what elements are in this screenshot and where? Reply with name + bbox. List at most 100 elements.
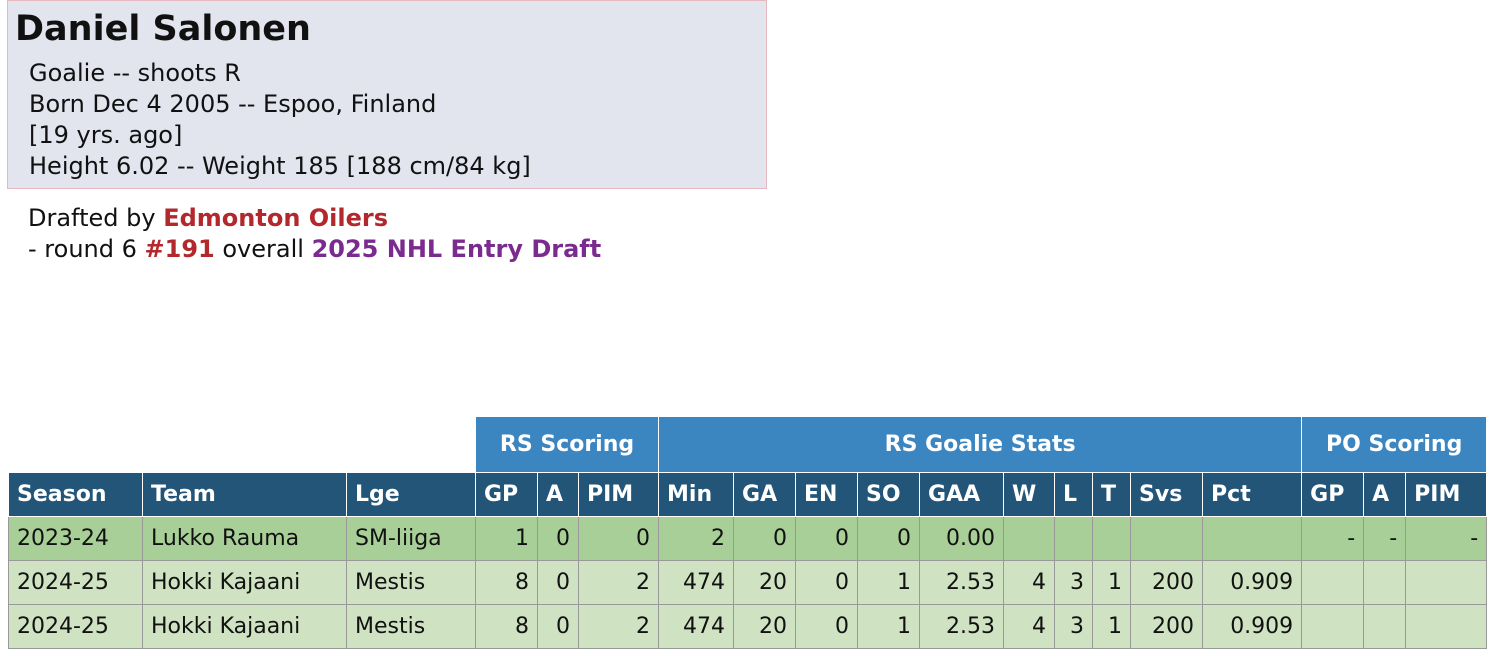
stats-cell: 2024-25	[8, 560, 143, 605]
stats-cell: 2023-24	[8, 516, 143, 561]
column-header: GP	[475, 472, 538, 517]
stats-cell: 0	[795, 560, 859, 605]
birth: Born Dec 4 2005 -- Espoo, Finland	[29, 90, 437, 118]
stats-cell: 2	[577, 604, 660, 649]
stats-cell: 200	[1130, 560, 1204, 605]
column-header-row: Season Team Lge GP A PIM Min GA EN SO GAA W L T Svs Pct…	[8, 472, 1488, 517]
group-header: RS Goalie Stats	[658, 416, 1303, 473]
draft-prefix: Drafted by	[28, 204, 156, 232]
column-header: L	[1054, 472, 1094, 517]
stats-cell	[1405, 560, 1488, 605]
column-header: T	[1092, 472, 1132, 517]
stats-cell: 3	[1054, 604, 1094, 649]
column-header: GA	[733, 472, 797, 517]
stats-cell: 474	[658, 604, 735, 649]
draft-event[interactable]: 2025 NHL Entry Draft	[311, 235, 602, 263]
draft-pick: #191	[144, 235, 215, 263]
player-info: Daniel Salonen Goalie -- shoots R Born D…	[7, 0, 767, 189]
size: Height 6.02 -- Weight 185 [188 cm/84 kg]	[29, 152, 531, 180]
stats-cell: 1	[475, 516, 538, 561]
stats-cell: 2.53	[919, 604, 1005, 649]
column-header: Pct	[1202, 472, 1303, 517]
stats-cell: 0	[795, 604, 859, 649]
stats-cell: 0	[577, 516, 660, 561]
column-header: Season	[8, 472, 143, 517]
column-header: EN	[795, 472, 859, 517]
stats-cell	[1054, 516, 1094, 561]
column-header: Lge	[346, 472, 476, 517]
column-header: Min	[658, 472, 735, 517]
stats-cell: 1	[857, 560, 921, 605]
stats-cell	[1003, 516, 1056, 561]
stats-cell: -	[1301, 516, 1365, 561]
column-header: GP	[1301, 472, 1365, 517]
stats-cell: 20	[733, 560, 797, 605]
stats-row: 2023-24 Lukko Rauma SM-liiga 1 0 0 2 0 0 0 0.00- - -	[8, 516, 1488, 561]
stats-cell: 8	[475, 560, 538, 605]
stats-cell[interactable]: Hokki Kajaani	[142, 560, 347, 605]
stats-cell[interactable]: Mestis	[346, 560, 476, 605]
age: [19 yrs. ago]	[29, 121, 183, 149]
stats-cell[interactable]: SM-liiga	[346, 516, 476, 561]
stats-cell: 0.909	[1202, 560, 1303, 605]
stats-cell: -	[1405, 516, 1488, 561]
column-header: PIM	[577, 472, 660, 517]
stats-cell: 2.53	[919, 560, 1005, 605]
column-header: PIM	[1405, 472, 1488, 517]
stats-cell: 20	[733, 604, 797, 649]
column-header: A	[537, 472, 579, 517]
stats-cell: 0	[537, 560, 579, 605]
stats-cell	[1405, 604, 1488, 649]
stats-cell	[1092, 516, 1132, 561]
stats-cell: -	[1363, 516, 1407, 561]
stats-cell	[1363, 604, 1407, 649]
stats-cell[interactable]: Hokki Kajaani	[142, 604, 347, 649]
stats-cell: 1	[1092, 604, 1132, 649]
stats-row: 2024-25 Hokki Kajaani Mestis 8 0 2 474 20 0 1 2.53…	[8, 560, 1488, 605]
column-header: Team	[142, 472, 347, 517]
stats-cell[interactable]: Mestis	[346, 604, 476, 649]
stats-cell: 0	[795, 516, 859, 561]
stats-table: RS Scoring RS Goalie Stats PO Scoring Seaso…	[8, 416, 1488, 649]
stats-cell: 200	[1130, 604, 1204, 649]
column-header: GAA	[919, 472, 1005, 517]
stats-cell: 3	[1054, 560, 1094, 605]
stats-cell: 2	[577, 560, 660, 605]
stats-cell: 1	[1092, 560, 1132, 605]
stats-cell: 1	[857, 604, 921, 649]
stats-cell	[1301, 604, 1365, 649]
stats-cell: 0	[537, 516, 579, 561]
stats-cell: 4	[1003, 604, 1056, 649]
stats-cell: 8	[475, 604, 538, 649]
player-name: Daniel Salonen	[15, 9, 311, 49]
column-header: A	[1363, 472, 1407, 517]
stats-cell	[1130, 516, 1204, 561]
stats-cell: 0	[857, 516, 921, 561]
draft-team[interactable]: Edmonton Oilers	[163, 204, 389, 232]
group-header: RS Scoring	[474, 416, 660, 473]
position: Goalie -- shoots R	[29, 59, 241, 87]
column-header: W	[1003, 472, 1056, 517]
stats-cell: 474	[658, 560, 735, 605]
stats-row: 2024-25 Hokki Kajaani Mestis 8 0 2 474 20 0 1 2.53…	[8, 604, 1488, 649]
draft-info: Drafted by Edmonton Oilers - round 6 #19…	[28, 203, 601, 265]
stats-cell: 2024-25	[8, 604, 143, 649]
stats-cell: 2	[658, 516, 735, 561]
stats-cell: 0.909	[1202, 604, 1303, 649]
player-details: Goalie -- shoots R Born Dec 4 2005 -- Es…	[29, 58, 531, 182]
stats-cell	[1363, 560, 1407, 605]
stats-cell[interactable]: Lukko Rauma	[142, 516, 347, 561]
stats-cell	[1301, 560, 1365, 605]
stats-cell: 0.00	[919, 516, 1005, 561]
draft-round: - round 6	[28, 235, 137, 263]
stats-cell: 0	[537, 604, 579, 649]
column-header: Svs	[1130, 472, 1204, 517]
stats-cell: 4	[1003, 560, 1056, 605]
draft-overall: overall	[222, 235, 304, 263]
group-header-row: RS Scoring RS Goalie Stats PO Scoring	[9, 416, 1488, 473]
column-header: SO	[857, 472, 921, 517]
stats-cell: 0	[733, 516, 797, 561]
group-header: PO Scoring	[1301, 416, 1488, 473]
stats-cell	[1202, 516, 1303, 561]
